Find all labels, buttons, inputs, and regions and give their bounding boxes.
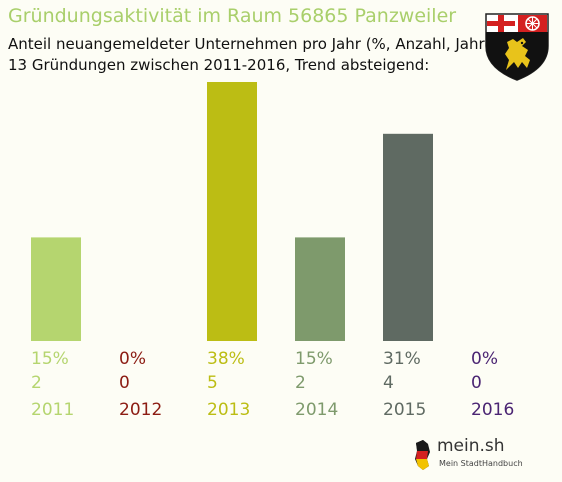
percent-label-2011: 15% [31,349,69,369]
count-label-2012: 0 [119,373,130,393]
bar-2014 [295,237,345,341]
year-label-2016: 2016 [471,400,514,420]
year-label-2011: 2011 [31,400,74,420]
year-label-2013: 2013 [207,400,250,420]
chart-title: Gründungsaktivität im Raum 56865 Panzwei… [8,5,457,27]
chart-subtitle-line2: 13 Gründungen zwischen 2011-2016, Trend … [8,56,430,74]
count-label-2011: 2 [31,373,42,393]
percent-label-2015: 31% [383,349,421,369]
chart-subtitle-line1: Anteil neuangemeldeter Unternehmen pro J… [8,35,491,53]
logo-wordmark: mein.sh [437,436,505,456]
percent-label-2016: 0% [471,349,498,369]
bar-2015 [383,133,433,341]
count-label-2015: 4 [383,373,394,393]
bar-2013 [207,82,257,341]
coat-of-arms-icon [485,13,549,81]
count-label-2016: 0 [471,373,482,393]
percent-label-2013: 38% [207,349,245,369]
year-label-2015: 2015 [383,400,426,420]
count-label-2014: 2 [295,373,306,393]
bar-2011 [31,237,81,341]
logo-tagline: Mein StadtHandbuch [439,459,523,468]
percent-label-2014: 15% [295,349,333,369]
year-label-2014: 2014 [295,400,338,420]
count-label-2013: 5 [207,373,218,393]
year-label-2012: 2012 [119,400,162,420]
mein-sh-logo-icon [415,440,430,470]
percent-label-2012: 0% [119,349,146,369]
